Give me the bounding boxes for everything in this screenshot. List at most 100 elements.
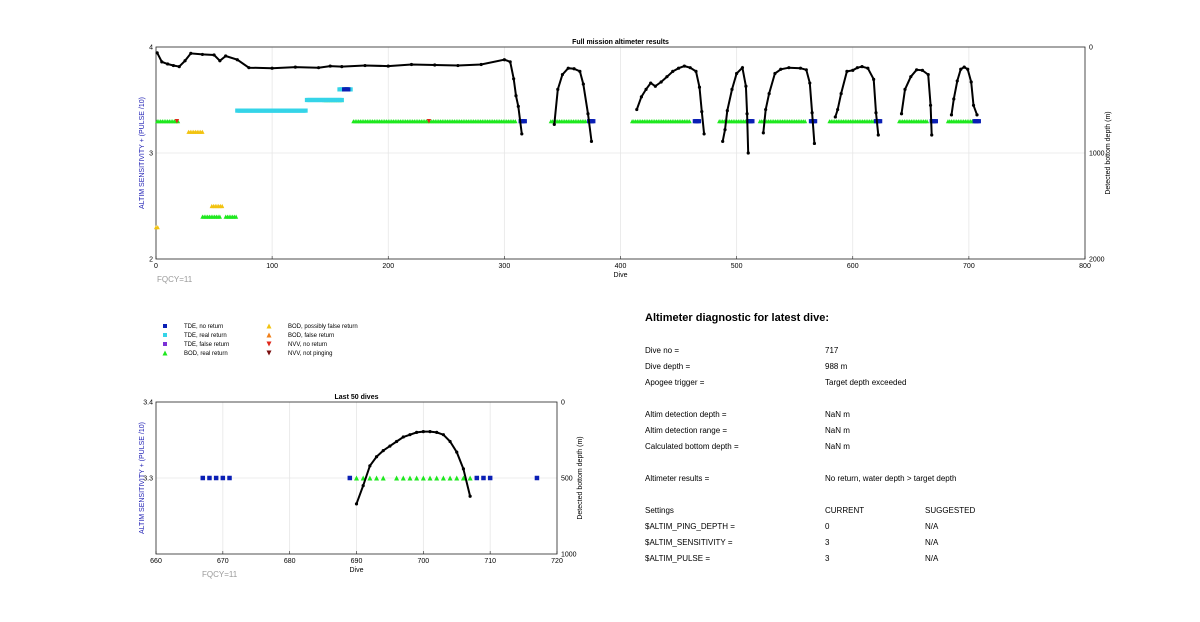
mission-depth-trace-6-point bbox=[872, 77, 876, 81]
bod-real-return-marker bbox=[217, 214, 222, 219]
mission-depth-trace-3-point bbox=[659, 80, 663, 84]
mission-depth-trace-1-point bbox=[316, 66, 321, 70]
mission-y2tick-label: 0 bbox=[1089, 45, 1093, 52]
mission-depth-trace-1-point bbox=[340, 65, 344, 69]
last50-bod-real-return-marker bbox=[394, 475, 400, 481]
mission-depth-trace-7-point bbox=[920, 68, 925, 72]
mission-depth-trace-2-point bbox=[552, 122, 556, 126]
mission-depth-trace-3-point bbox=[688, 66, 692, 70]
legend-marker bbox=[163, 333, 167, 337]
apogee-value: Target depth exceeded bbox=[825, 378, 907, 387]
mission-depth-trace-1-point bbox=[212, 53, 216, 57]
mission-depth-trace-8-point bbox=[949, 113, 954, 117]
last50-bod-real-return-marker bbox=[380, 475, 386, 481]
last50-depth-trace-point bbox=[435, 430, 439, 434]
ping-depth-label: $ALTIM_PING_DEPTH = bbox=[645, 522, 735, 531]
bod-real-return-marker bbox=[234, 214, 239, 219]
last50-xlabel: Dive bbox=[349, 567, 363, 574]
last50-bod-real-return-marker bbox=[420, 475, 426, 481]
last50-ylabel-right: Detected bottom depth (m) bbox=[577, 436, 584, 519]
mission-depth-trace-8-point bbox=[971, 103, 976, 107]
last50-depth-trace-point bbox=[415, 430, 419, 434]
settings-header-row: Settings CURRENT SUGGESTED bbox=[645, 503, 1165, 519]
last50-tde-no-return-marker bbox=[534, 475, 540, 481]
altim-detection-depth-label: Altim detection depth = bbox=[645, 410, 727, 419]
mission-depth-trace-3-point bbox=[694, 69, 698, 73]
mission-ytick-label: 4 bbox=[149, 45, 153, 52]
last50-depth-trace-point bbox=[421, 430, 425, 434]
nvv-no-return-marker bbox=[174, 118, 180, 124]
mission-depth-trace-1-point bbox=[328, 64, 332, 68]
mission-ylabel-right: Detected bottom depth (m) bbox=[1105, 111, 1112, 194]
bod-real-return-marker bbox=[583, 119, 588, 124]
legend-label: BOD, possibly false return bbox=[288, 324, 358, 330]
mission-depth-trace-1-point bbox=[386, 64, 390, 68]
mission-depth-trace-2-point bbox=[589, 139, 594, 143]
mission-depth-trace-1-point bbox=[218, 59, 222, 63]
legend-marker bbox=[163, 324, 167, 328]
pulse-label: $ALTIM_PULSE = bbox=[645, 554, 710, 563]
last50-bod-real-return-marker bbox=[354, 475, 359, 481]
dive-no-row: Dive no = 717 bbox=[645, 343, 1165, 359]
mission-depth-trace-7-point bbox=[930, 133, 934, 137]
bod-real-return-marker bbox=[803, 119, 808, 124]
last50-ytick-label: 3.4 bbox=[143, 400, 153, 407]
last50-tde-no-return-marker bbox=[207, 475, 212, 481]
mission-depth-trace-2-point bbox=[586, 112, 590, 116]
mission-depth-trace-3-point bbox=[635, 107, 639, 112]
mission-depth-trace-3-point bbox=[671, 69, 675, 73]
mission-depth-trace-1-point bbox=[189, 51, 193, 55]
tde-no-return-marker bbox=[750, 119, 755, 124]
dive-no-value: 717 bbox=[825, 346, 839, 355]
mission-depth-trace-5-point bbox=[779, 67, 783, 71]
legend-label: BOD, real return bbox=[184, 351, 228, 357]
diagnostic-panel: Altimeter diagnostic for latest dive: Di… bbox=[645, 312, 1165, 567]
mission-depth-trace-6-point bbox=[874, 111, 878, 115]
last50-xtick-label: 720 bbox=[551, 558, 563, 565]
mission-depth-trace-2-point bbox=[556, 87, 560, 91]
mission-fqcy-label: FQCY=11 bbox=[157, 275, 193, 284]
last50-tde-no-return-marker bbox=[481, 475, 486, 481]
ping-depth-suggested: N/A bbox=[925, 522, 939, 531]
last50-bod-real-return-marker bbox=[447, 475, 453, 481]
legend-marker bbox=[162, 350, 168, 356]
last50-ylabel: ALTIM SENSITIVITY + (PULSE /10) bbox=[139, 422, 146, 534]
mission-depth-trace-8-point bbox=[966, 67, 970, 71]
mission-depth-trace-1-point bbox=[409, 62, 414, 67]
mission-xtick-label: 100 bbox=[266, 263, 278, 270]
tde-no-return-marker bbox=[813, 119, 818, 124]
mission-xtick-label: 200 bbox=[382, 263, 394, 270]
last50-xtick-label: 710 bbox=[484, 558, 496, 565]
mission-depth-trace-1-point bbox=[363, 63, 367, 68]
tde-no-return-marker bbox=[976, 119, 981, 124]
pulse-row: $ALTIM_PULSE = 3 N/A bbox=[645, 551, 1165, 567]
mission-xlabel: Dive bbox=[613, 272, 627, 279]
mission-depth-trace-3-point bbox=[682, 64, 686, 68]
mission-depth-trace-1-point bbox=[433, 63, 437, 67]
mission-depth-trace-6-point bbox=[845, 69, 849, 73]
tde-no-return-marker bbox=[591, 119, 596, 124]
mission-xtick-label: 700 bbox=[963, 263, 975, 270]
altimeter-results-row: Altimeter results = No return, water dep… bbox=[645, 471, 1165, 487]
mission-xtick-label: 500 bbox=[731, 263, 743, 270]
mission-depth-trace-4-point bbox=[721, 139, 725, 143]
mission-depth-trace-7-point bbox=[909, 75, 913, 79]
mission-depth-trace-6-point bbox=[836, 107, 840, 112]
mission-xtick-label: 600 bbox=[847, 263, 859, 270]
sensitivity-label: $ALTIM_SENSITIVITY = bbox=[645, 538, 733, 547]
mission-depth-trace-1-point bbox=[160, 60, 164, 64]
altim-detection-depth-value: NaN m bbox=[825, 410, 850, 419]
legend-marker bbox=[266, 341, 272, 347]
mission-title: Full mission altimeter results bbox=[572, 39, 669, 46]
last50-tde-no-return-marker bbox=[227, 475, 232, 481]
last50-bod-real-return-marker bbox=[400, 475, 406, 481]
mission-depth-trace-3-point bbox=[639, 95, 644, 99]
last50-y2tick-label: 500 bbox=[561, 476, 573, 483]
mission-depth-trace-1-point bbox=[200, 52, 205, 57]
mission-depth-trace-1-point bbox=[516, 104, 520, 108]
mission-depth-trace-5-point bbox=[804, 68, 808, 72]
mission-depth-trace-7-point bbox=[903, 87, 907, 91]
mission-depth-trace-1-point bbox=[514, 94, 518, 98]
mission-depth-trace-5-point bbox=[810, 111, 814, 115]
